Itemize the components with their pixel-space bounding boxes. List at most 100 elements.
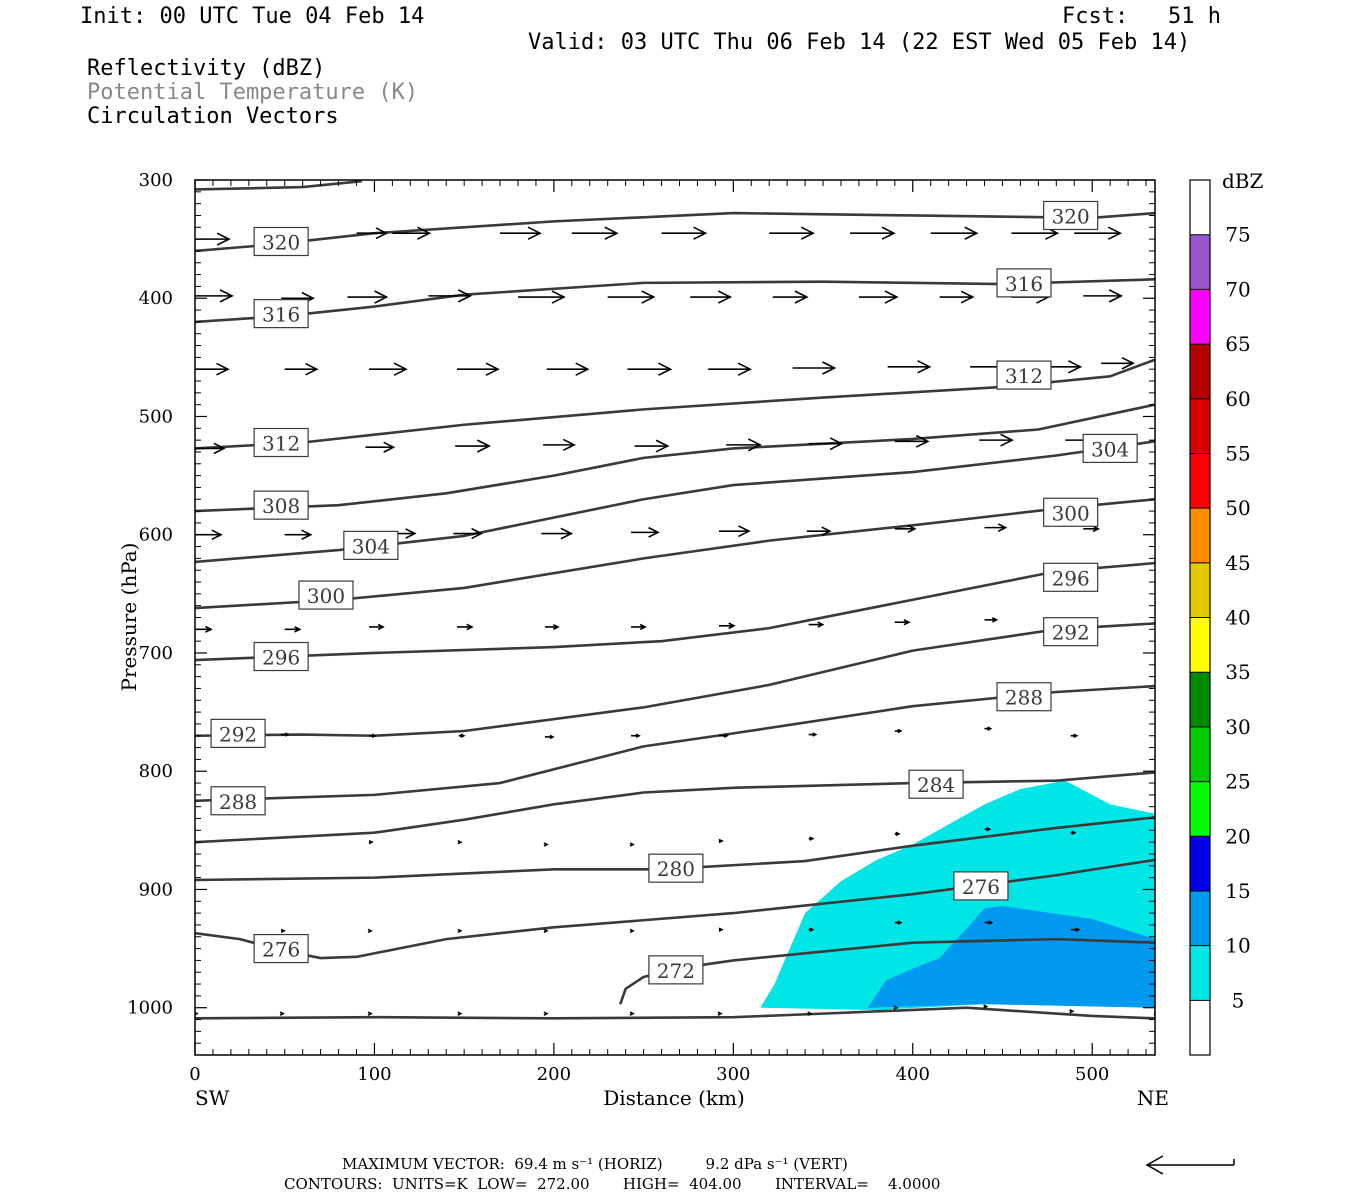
- y-tick-label: 400: [139, 288, 173, 309]
- circulation-vector: [543, 928, 549, 934]
- circulation-vector: [894, 831, 901, 837]
- left-endpoint-label: SW: [195, 1086, 230, 1110]
- colorbar-tick-label: 10: [1225, 934, 1250, 958]
- circulation-vector: [457, 928, 463, 934]
- circulation-vector: [347, 290, 389, 304]
- circulation-vector: [808, 437, 844, 451]
- theta-contour-300: [195, 497, 1155, 610]
- theta-contour-296: [195, 561, 1155, 662]
- circulation-vector: [807, 1011, 813, 1016]
- circulation-vector: [808, 927, 815, 932]
- theta-label-280: 280: [657, 857, 695, 881]
- colorbar-swatch: [1190, 398, 1210, 454]
- theta-label-box: [1043, 200, 1099, 231]
- circulation-vector: [629, 1011, 635, 1016]
- theta-contour-line-14: [195, 1006, 1155, 1020]
- circulation-vector: [849, 226, 896, 240]
- circulation-vector: [718, 622, 736, 630]
- colorbar-tick-label: 20: [1225, 824, 1250, 848]
- circulation-vectors: [195, 226, 1165, 1016]
- colorbar-swatch: [1190, 726, 1210, 782]
- circulation-vector: [1155, 930, 1165, 934]
- colorbar-swatch: [1190, 945, 1210, 1001]
- circulation-vector: [808, 836, 815, 841]
- theta-label-304: 304: [1091, 437, 1129, 461]
- y-tick-label: 900: [139, 879, 173, 900]
- colorbar-swatch: [1190, 180, 1210, 235]
- theta-contour-320: [195, 180, 363, 191]
- theta-label-320: 320: [262, 230, 300, 254]
- circulation-vector: [984, 523, 1008, 533]
- theta-label-box: [210, 718, 266, 748]
- theta-label-box: [1043, 562, 1099, 592]
- circulation-vector: [453, 527, 484, 540]
- circulation-vector: [808, 732, 818, 737]
- circulation-vector: [887, 360, 932, 374]
- circulation-vector: [456, 362, 500, 376]
- circulation-vector: [894, 434, 930, 448]
- circulation-vector: [984, 726, 993, 731]
- theta-contour-308: [195, 403, 1155, 513]
- circulation-vector: [894, 524, 917, 534]
- theta-label-292: 292: [219, 722, 257, 746]
- theta-label-box: [210, 786, 266, 816]
- init-time: Init: 00 UTC Tue 04 Feb 14: [80, 4, 425, 29]
- circulation-vector: [517, 290, 566, 304]
- theta-label-box: [253, 933, 309, 964]
- theta-label-316: 316: [262, 303, 300, 327]
- circulation-vector: [718, 838, 724, 844]
- circulation-vector: [543, 1011, 549, 1016]
- circulation-vector: [1074, 226, 1123, 240]
- circulation-vector: [894, 920, 903, 925]
- circulation-vector: [458, 733, 466, 738]
- theta-labels: 320 320 316 316 312 312 308 304 304 300 300 296 296 2…: [210, 200, 1138, 985]
- circulation-vector: [546, 362, 590, 376]
- theta-contour-272: [619, 937, 1155, 1005]
- theta-label-300: 300: [307, 584, 345, 608]
- circulation-vector: [631, 526, 660, 538]
- colorbar: 5 10 15 20 25 30 35 40 45 50 55 60 65 70 75: [1189, 179, 1251, 1056]
- theta-label-box: [648, 853, 704, 883]
- x-tick-label: 300: [716, 1064, 750, 1085]
- colorbar-tick-label: 40: [1225, 606, 1250, 630]
- theta-label-box: [253, 299, 309, 329]
- theta-label-box: [953, 871, 1009, 901]
- theta-label-box: [298, 580, 354, 610]
- colorbar-tick-label: 75: [1225, 223, 1250, 247]
- colorbar-tick-label: 45: [1225, 551, 1250, 575]
- field-vectors: Circulation Vectors: [87, 104, 339, 129]
- colorbar-title: dBZ: [1222, 169, 1264, 193]
- circulation-vector: [808, 621, 825, 628]
- circulation-vector: [455, 439, 491, 453]
- theta-label-box: [1043, 617, 1099, 647]
- y-tick-label: 1000: [127, 998, 173, 1019]
- valid-time: Valid: 03 UTC Thu 06 Feb 14 (22 EST Wed …: [528, 30, 1191, 55]
- circulation-vector: [661, 226, 708, 240]
- theta-label-300: 300: [1052, 501, 1090, 525]
- circulation-vector: [544, 734, 555, 740]
- circulation-vector: [858, 290, 899, 304]
- theta-label-296: 296: [262, 646, 300, 670]
- circulation-vector: [1069, 1009, 1075, 1014]
- colorbar-swatch: [1190, 453, 1210, 509]
- circulation-vector: [718, 927, 724, 932]
- colorbar-tick-label: 15: [1225, 879, 1250, 903]
- circulation-vector: [718, 733, 729, 738]
- circulation-vector: [629, 928, 635, 934]
- theta-label-308: 308: [262, 494, 300, 518]
- theta-label-312: 312: [1005, 364, 1043, 388]
- circulation-vector: [284, 362, 319, 376]
- circulation-vector: [717, 1011, 723, 1016]
- field-reflectivity: Reflectivity (dBZ): [87, 56, 326, 81]
- x-tick-label: 0: [189, 1064, 200, 1085]
- colorbar-tick-label: 65: [1225, 332, 1250, 356]
- colorbar-swatch: [1190, 562, 1210, 618]
- circulation-vector: [607, 290, 656, 304]
- x-tick-label: 400: [896, 1064, 930, 1085]
- circulation-vector: [1070, 927, 1081, 932]
- field-theta: Potential Temperature (K): [87, 80, 419, 105]
- x-tick-label: 200: [537, 1064, 571, 1085]
- circulation-vector: [631, 623, 647, 631]
- theta-contour-320: [195, 211, 1155, 253]
- theta-label-box: [1043, 497, 1099, 527]
